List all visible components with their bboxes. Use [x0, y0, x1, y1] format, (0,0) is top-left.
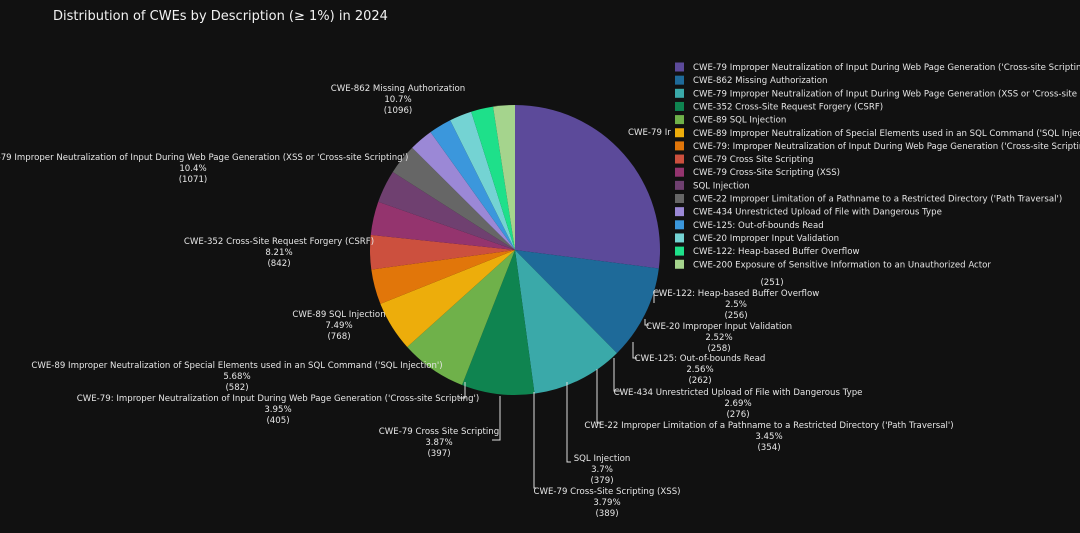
leader-line: [533, 392, 536, 489]
legend-entry[interactable]: CWE-200 Exposure of Sensitive Informatio…: [693, 260, 991, 270]
pie-slice[interactable]: [515, 105, 661, 269]
legend-entry[interactable]: CWE-20 Improper Input Validation: [693, 234, 839, 244]
slice-label: CWE-434 Unrestricted Upload of File with…: [614, 388, 863, 420]
pie-slice[interactable]: [412, 132, 515, 250]
legend-entry[interactable]: CWE-79 Cross-Site Scripting (XSS): [693, 168, 840, 178]
slice-label: CWE-79 Cross-Site Scripting (XSS) 3.79% (3…: [533, 487, 680, 519]
leader-line: [596, 369, 601, 424]
slice-label: CWE-89 Improper Neutralization of Specia…: [31, 361, 442, 393]
leader-line: [492, 396, 501, 441]
legend-entry[interactable]: CWE-79 Cross Site Scripting: [693, 155, 813, 165]
legend-swatch[interactable]: [675, 75, 684, 85]
legend-entry[interactable]: CWE-352 Cross-Site Request Forgery (CSRF…: [693, 102, 883, 112]
slice-label: (251): [760, 278, 783, 288]
slice-label: CWE-122: Heap-based Buffer Overflow 2.5%(…: [653, 289, 820, 321]
legend: CWE-79 Improper Neutralization of Input …: [675, 62, 1080, 270]
pie-slices: [370, 105, 661, 396]
legend-swatch[interactable]: [675, 180, 684, 190]
pie-slice[interactable]: [430, 120, 515, 251]
slice-label: CWE-22 Improper Limitation of a Pathname…: [584, 421, 953, 453]
legend-swatch[interactable]: [675, 233, 684, 243]
legend-swatch[interactable]: [675, 154, 684, 164]
chart-title: Distribution of CWEs by Description (≥ 1…: [53, 9, 388, 24]
pie-slice[interactable]: [380, 250, 515, 347]
pie-slice[interactable]: [407, 250, 515, 385]
legend-swatch[interactable]: [675, 62, 684, 72]
legend-entry[interactable]: CWE-79 Improper Neutralization of Input …: [693, 89, 1080, 99]
pie-slice[interactable]: [370, 201, 515, 250]
legend-swatch[interactable]: [675, 128, 684, 138]
legend-swatch[interactable]: [675, 194, 684, 203]
slice-label: CWE-79 Cross Site Scripting 3.87% (397): [379, 427, 499, 459]
slice-label: CWE-125: Out-of-bounds Read 2.56% (262): [635, 354, 766, 386]
leader-line: [566, 382, 571, 463]
leader-line: [653, 291, 659, 303]
legend-entry[interactable]: CWE-862 Missing Authorization: [693, 76, 828, 86]
slice-label: SQL Injection 3.7% (379): [574, 454, 631, 486]
leader-line: [632, 342, 637, 359]
legend-swatch[interactable]: [675, 101, 684, 111]
legend-swatch[interactable]: [675, 88, 684, 98]
legend-entry[interactable]: CWE-89 Improper Neutralization of Specia…: [693, 129, 1080, 139]
slice-label: CWE-79 Improper Neutralization of Input …: [0, 153, 408, 185]
pie-slice[interactable]: [392, 147, 515, 250]
leader-line: [459, 382, 466, 399]
legend-swatch[interactable]: [675, 220, 684, 230]
legend-entry[interactable]: CWE-125: Out-of-bounds Read: [693, 221, 824, 231]
legend-swatch[interactable]: [675, 246, 684, 256]
pie-labels: CWE-79 Ir CWE-862 Missing Authorization 10…: [0, 84, 954, 519]
slice-label: CWE-352 Cross-Site Request Forgery (CSRF…: [184, 237, 374, 269]
slice-label-truncated: CWE-79 Ir: [628, 128, 671, 138]
slice-label: CWE-89 SQL Injection 7.49% (768): [292, 310, 385, 342]
legend-entry[interactable]: CWE-79 Improper Neutralization of Input …: [693, 63, 1080, 73]
legend-swatch[interactable]: [675, 167, 684, 177]
pie-slice[interactable]: [515, 250, 659, 354]
pie-slice[interactable]: [450, 111, 515, 251]
pie-slice[interactable]: [471, 106, 515, 250]
legend-entry[interactable]: SQL Injection: [693, 181, 750, 191]
legend-entry[interactable]: CWE-434 Unrestricted Upload of File with…: [693, 208, 942, 218]
pie-slice[interactable]: [370, 234, 515, 270]
legend-entry[interactable]: CWE-22 Improper Limitation of a Pathname…: [693, 195, 1062, 205]
legend-entry[interactable]: CWE-79: Improper Neutralization of Input…: [693, 142, 1080, 152]
slice-label: CWE-862 Missing Authorization 10.7% (1096): [331, 84, 466, 116]
pie-slice[interactable]: [493, 105, 515, 250]
leader-line: [644, 319, 649, 326]
legend-swatch[interactable]: [675, 207, 684, 217]
pie-slice[interactable]: [371, 250, 515, 304]
legend-swatch[interactable]: [675, 141, 684, 151]
pie-slice[interactable]: [515, 250, 617, 394]
legend-entry[interactable]: CWE-122: Heap-based Buffer Overflow: [693, 247, 860, 257]
legend-entry[interactable]: CWE-89 SQL Injection: [693, 116, 786, 126]
leader-line: [613, 358, 621, 392]
legend-swatch[interactable]: [675, 259, 684, 269]
legend-swatch[interactable]: [675, 115, 684, 125]
pie-slice[interactable]: [462, 250, 535, 396]
slice-label: CWE-79: Improper Neutralization of Input…: [77, 394, 480, 426]
pie-slice[interactable]: [378, 171, 515, 250]
slice-label: CWE-20 Improper Input Validation 2.52% (25…: [646, 322, 792, 354]
